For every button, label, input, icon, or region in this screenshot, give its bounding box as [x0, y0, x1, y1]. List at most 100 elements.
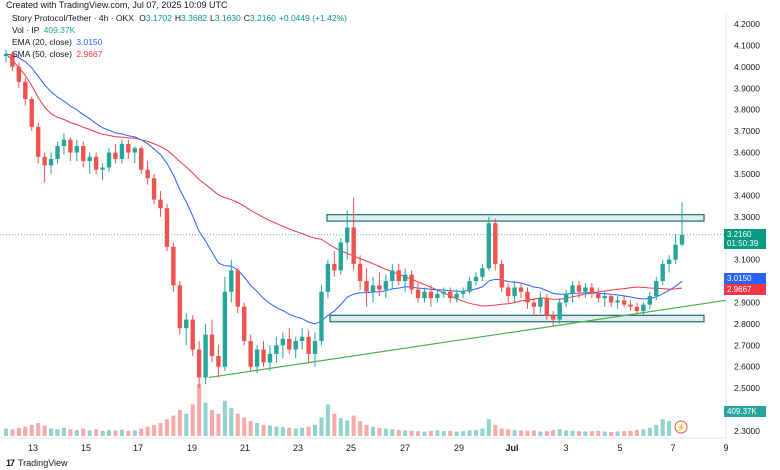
volume-label[interactable]: Vol · IP	[12, 25, 40, 35]
candle-body	[583, 287, 588, 292]
candle-body	[596, 293, 601, 299]
volume-bar	[81, 428, 86, 436]
volume-bar	[622, 431, 627, 436]
ema-price-label: 3.0150	[724, 273, 766, 284]
candle-body	[325, 263, 331, 292]
candle-body	[61, 139, 67, 147]
ohlc-value-c: 3.2160	[249, 13, 276, 23]
candle-body	[306, 336, 311, 354]
candle-body	[93, 156, 99, 170]
candle-body	[557, 302, 562, 320]
ohlc-key-c: C	[243, 13, 250, 23]
candle-body	[673, 244, 678, 260]
x-tick-label: 9	[723, 443, 728, 453]
ohlc-key-l: L	[210, 13, 215, 23]
candle-body	[74, 146, 80, 153]
ohlc-values: O3.1702 H3.3682 L3.1630 C3.2160 +0.0449 (+1.…	[136, 13, 347, 23]
volume-bar	[589, 431, 594, 436]
ema-20-line	[5, 53, 683, 325]
volume-bar	[486, 419, 491, 436]
candle-body	[608, 296, 614, 303]
volume-bar	[248, 421, 253, 436]
ema-label[interactable]: EMA (20, close)	[12, 37, 72, 47]
x-tick-label: 7	[670, 443, 675, 453]
volume-bar	[634, 430, 639, 436]
volume-bar	[113, 430, 118, 436]
candle-body	[81, 146, 86, 162]
candle-body	[486, 223, 492, 269]
y-tick-label: 3.1000	[734, 255, 760, 265]
x-tick-label: 19	[187, 443, 197, 453]
volume-bar	[42, 425, 47, 436]
volume-bar	[87, 430, 92, 436]
volume-bar	[49, 428, 54, 436]
candle-body	[441, 291, 446, 294]
volume-bar	[493, 424, 498, 436]
volume-bar	[570, 430, 575, 436]
volume-bar	[377, 427, 382, 436]
y-tick-label: 3.7000	[734, 126, 760, 136]
volume-bar	[313, 424, 318, 436]
candle-body	[171, 246, 176, 286]
candle-body	[229, 270, 234, 292]
volume-bar	[428, 430, 433, 436]
volume-bar	[467, 430, 472, 436]
symbol-title[interactable]: Story Protocol/Tether · 4h · OKX	[12, 13, 134, 23]
y-tick-label: 4.1000	[734, 40, 760, 50]
candle-body	[473, 276, 479, 282]
y-tick-label: 3.8000	[734, 105, 760, 115]
candle-body	[280, 338, 286, 346]
volume-bar	[602, 431, 607, 436]
volume-bar	[364, 424, 369, 436]
x-tick-label: 25	[346, 443, 356, 453]
volume-bar	[422, 431, 427, 436]
candle-body	[113, 152, 118, 159]
countdown-value: 01:50:39	[727, 239, 759, 248]
footer-brand[interactable]: 17 TradingView	[6, 458, 68, 468]
candle-body	[634, 306, 640, 312]
x-tick-label: 27	[400, 443, 410, 453]
candle-body	[177, 285, 183, 329]
candle-body	[23, 81, 28, 99]
candle-body	[126, 143, 131, 153]
volume-bar	[184, 413, 189, 436]
ohlc-key-o: O	[139, 13, 146, 23]
volume-bar	[164, 419, 169, 436]
volume-bar	[74, 430, 79, 436]
volume-bar	[10, 429, 15, 436]
y-tick-label: 2.3000	[734, 426, 760, 436]
volume-bar	[628, 430, 633, 436]
volume-bar	[55, 429, 60, 436]
volume-bar	[358, 421, 363, 436]
volume-bar	[506, 429, 511, 436]
volume-bar	[609, 431, 614, 436]
volume-bar	[654, 424, 659, 436]
sma-label[interactable]: SMA (50, close)	[12, 49, 72, 59]
candle-body	[209, 334, 215, 357]
volume-bar	[409, 430, 414, 436]
candle-body	[679, 234, 685, 245]
volume-bar	[61, 427, 66, 436]
candle-body	[254, 349, 260, 367]
volume-bar	[274, 426, 279, 436]
volume-bar	[293, 428, 298, 436]
candle-body	[287, 338, 292, 350]
candle-body	[145, 169, 150, 179]
volume-bar	[132, 430, 137, 436]
volume-bar	[512, 430, 517, 436]
volume-bar	[461, 431, 466, 436]
candle-body	[396, 270, 401, 282]
volume-bar	[641, 429, 646, 436]
y-tick-label: 3.3000	[734, 212, 760, 222]
last-price-label: 3.2160 01:50:39	[724, 229, 766, 249]
ema-value: 3.0150	[76, 37, 103, 47]
sma-value: 2.9667	[76, 49, 103, 59]
y-tick-label: 2.9000	[734, 297, 760, 307]
x-tick-label: 5	[617, 443, 622, 453]
volume-bar	[287, 427, 292, 436]
volume-bar	[203, 402, 208, 436]
sma-50-line	[5, 53, 683, 307]
candle-body	[615, 300, 620, 303]
y-tick-label: 2.6000	[734, 362, 760, 372]
